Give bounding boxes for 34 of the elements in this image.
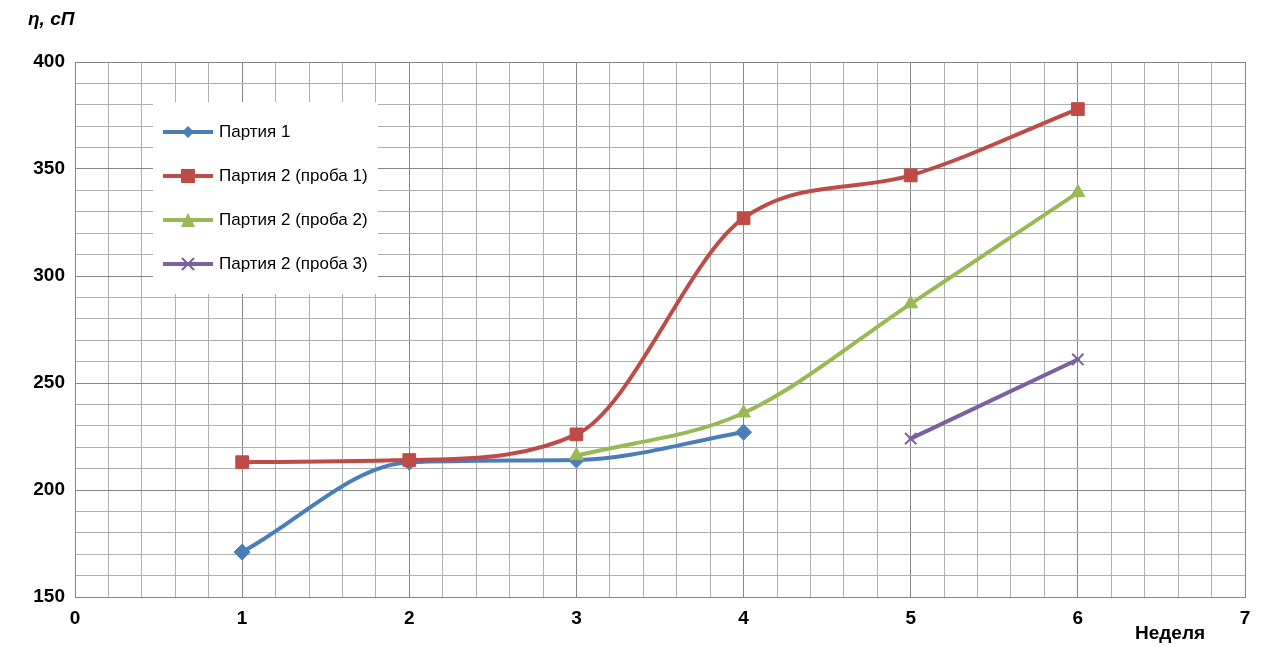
point xyxy=(569,447,584,461)
x-tick-label: 1 xyxy=(236,606,248,628)
point xyxy=(903,295,919,309)
legend-label: Партия 2 (проба 3) xyxy=(219,254,368,274)
x-axis-title: Неделя xyxy=(1135,622,1206,644)
point xyxy=(1070,184,1086,198)
point xyxy=(904,431,918,446)
legend-label: Партия 2 (проба 2) xyxy=(219,210,368,230)
point xyxy=(735,423,753,441)
x-tick-label: 2 xyxy=(404,606,415,628)
y-tick-label: 200 xyxy=(33,478,65,500)
point xyxy=(402,453,417,467)
y-tick-label: 350 xyxy=(33,157,65,179)
point xyxy=(903,168,918,183)
x-tick-label: 4 xyxy=(738,606,750,628)
legend-label: Партия 2 (проба 1) xyxy=(219,166,368,186)
point xyxy=(1070,102,1085,116)
x-tick-label: 6 xyxy=(1072,606,1084,628)
y-tick-label: 400 xyxy=(33,50,65,72)
y-tick-label: 150 xyxy=(33,585,65,607)
point xyxy=(569,427,584,442)
point xyxy=(1071,352,1085,367)
y-tick-label: 300 xyxy=(33,264,65,286)
x-tick-label: 5 xyxy=(905,606,917,628)
point xyxy=(736,211,751,226)
y-tick-label: 250 xyxy=(33,371,65,393)
x-tick-label: 7 xyxy=(1239,606,1251,628)
legend-label: Партия 1 xyxy=(219,122,291,142)
x-tick-label: 3 xyxy=(571,606,582,628)
point xyxy=(233,543,251,561)
point xyxy=(736,404,751,418)
x-tick-label: 0 xyxy=(69,606,81,628)
point xyxy=(235,455,250,470)
y-axis-title: η, сП xyxy=(28,8,75,30)
